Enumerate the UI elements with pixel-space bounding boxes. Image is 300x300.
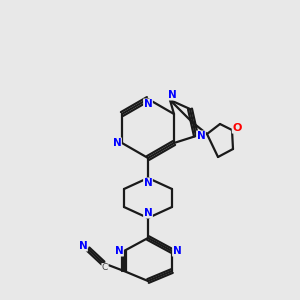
Text: N: N [79, 241, 87, 251]
Text: N: N [172, 246, 182, 256]
Text: C: C [102, 263, 108, 272]
Text: N: N [112, 138, 122, 148]
Text: O: O [232, 123, 242, 133]
Text: N: N [196, 131, 206, 141]
Text: N: N [144, 99, 152, 109]
Text: N: N [115, 246, 123, 256]
Text: N: N [144, 178, 152, 188]
Text: N: N [144, 208, 152, 218]
Text: N: N [168, 90, 176, 100]
